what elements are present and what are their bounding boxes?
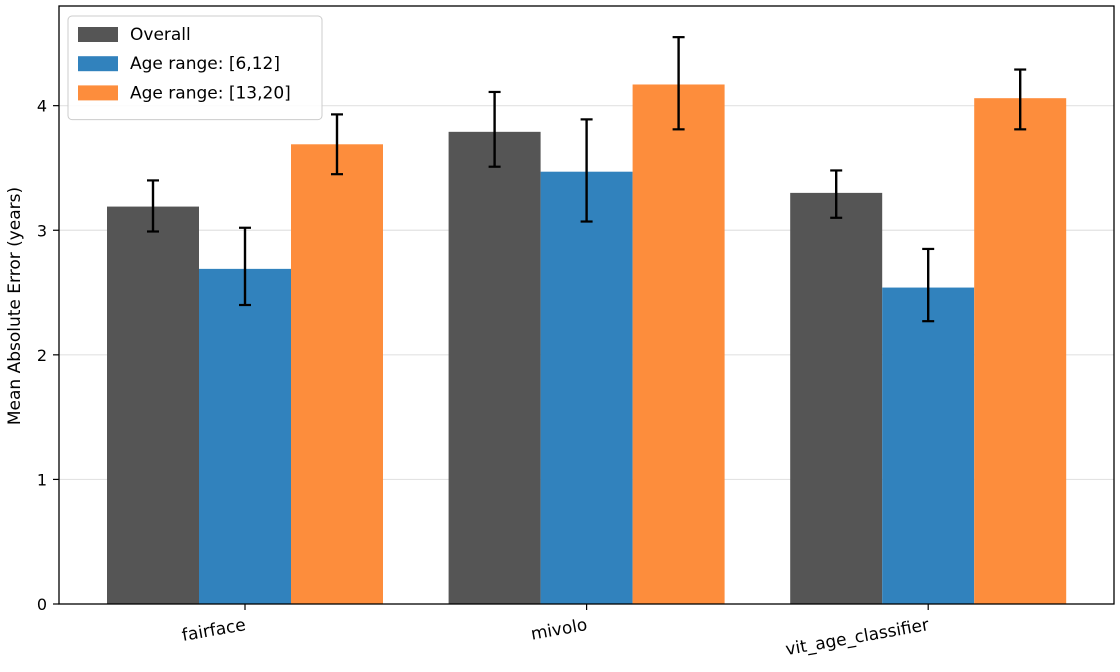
y-tick-label: 3	[37, 221, 47, 240]
bar	[790, 192, 883, 604]
y-tick-label: 2	[37, 346, 47, 365]
legend-label: Overall	[130, 25, 191, 45]
bar	[882, 287, 975, 604]
bar	[291, 144, 383, 604]
legend-swatch	[78, 85, 118, 101]
x-tick-label: vit_age_classifier	[784, 615, 930, 660]
legend-swatch	[78, 56, 118, 72]
y-tick-label: 0	[37, 595, 47, 614]
x-tick-label: fairface	[180, 615, 247, 646]
legend-box	[67, 15, 323, 121]
bar	[107, 206, 199, 604]
bar	[540, 171, 633, 604]
bar	[632, 84, 725, 605]
legend-swatch	[78, 27, 118, 42]
legend: Overall Age range: [6,12] Age range: [13,2…	[67, 15, 323, 121]
bars	[107, 84, 1067, 605]
bar	[199, 268, 291, 604]
bar	[448, 131, 541, 604]
bar	[974, 98, 1067, 605]
legend-label: Age range: [13,20]	[130, 83, 291, 103]
error-bars	[147, 36, 1027, 323]
y-tick-label: 1	[37, 470, 47, 489]
legend-label: Age range: [6,12]	[130, 54, 280, 74]
x-tick-label: mivolo	[529, 615, 588, 645]
y-tick-label: 4	[37, 97, 47, 116]
y-axis-label: Mean Absolute Error (years)	[5, 187, 25, 425]
